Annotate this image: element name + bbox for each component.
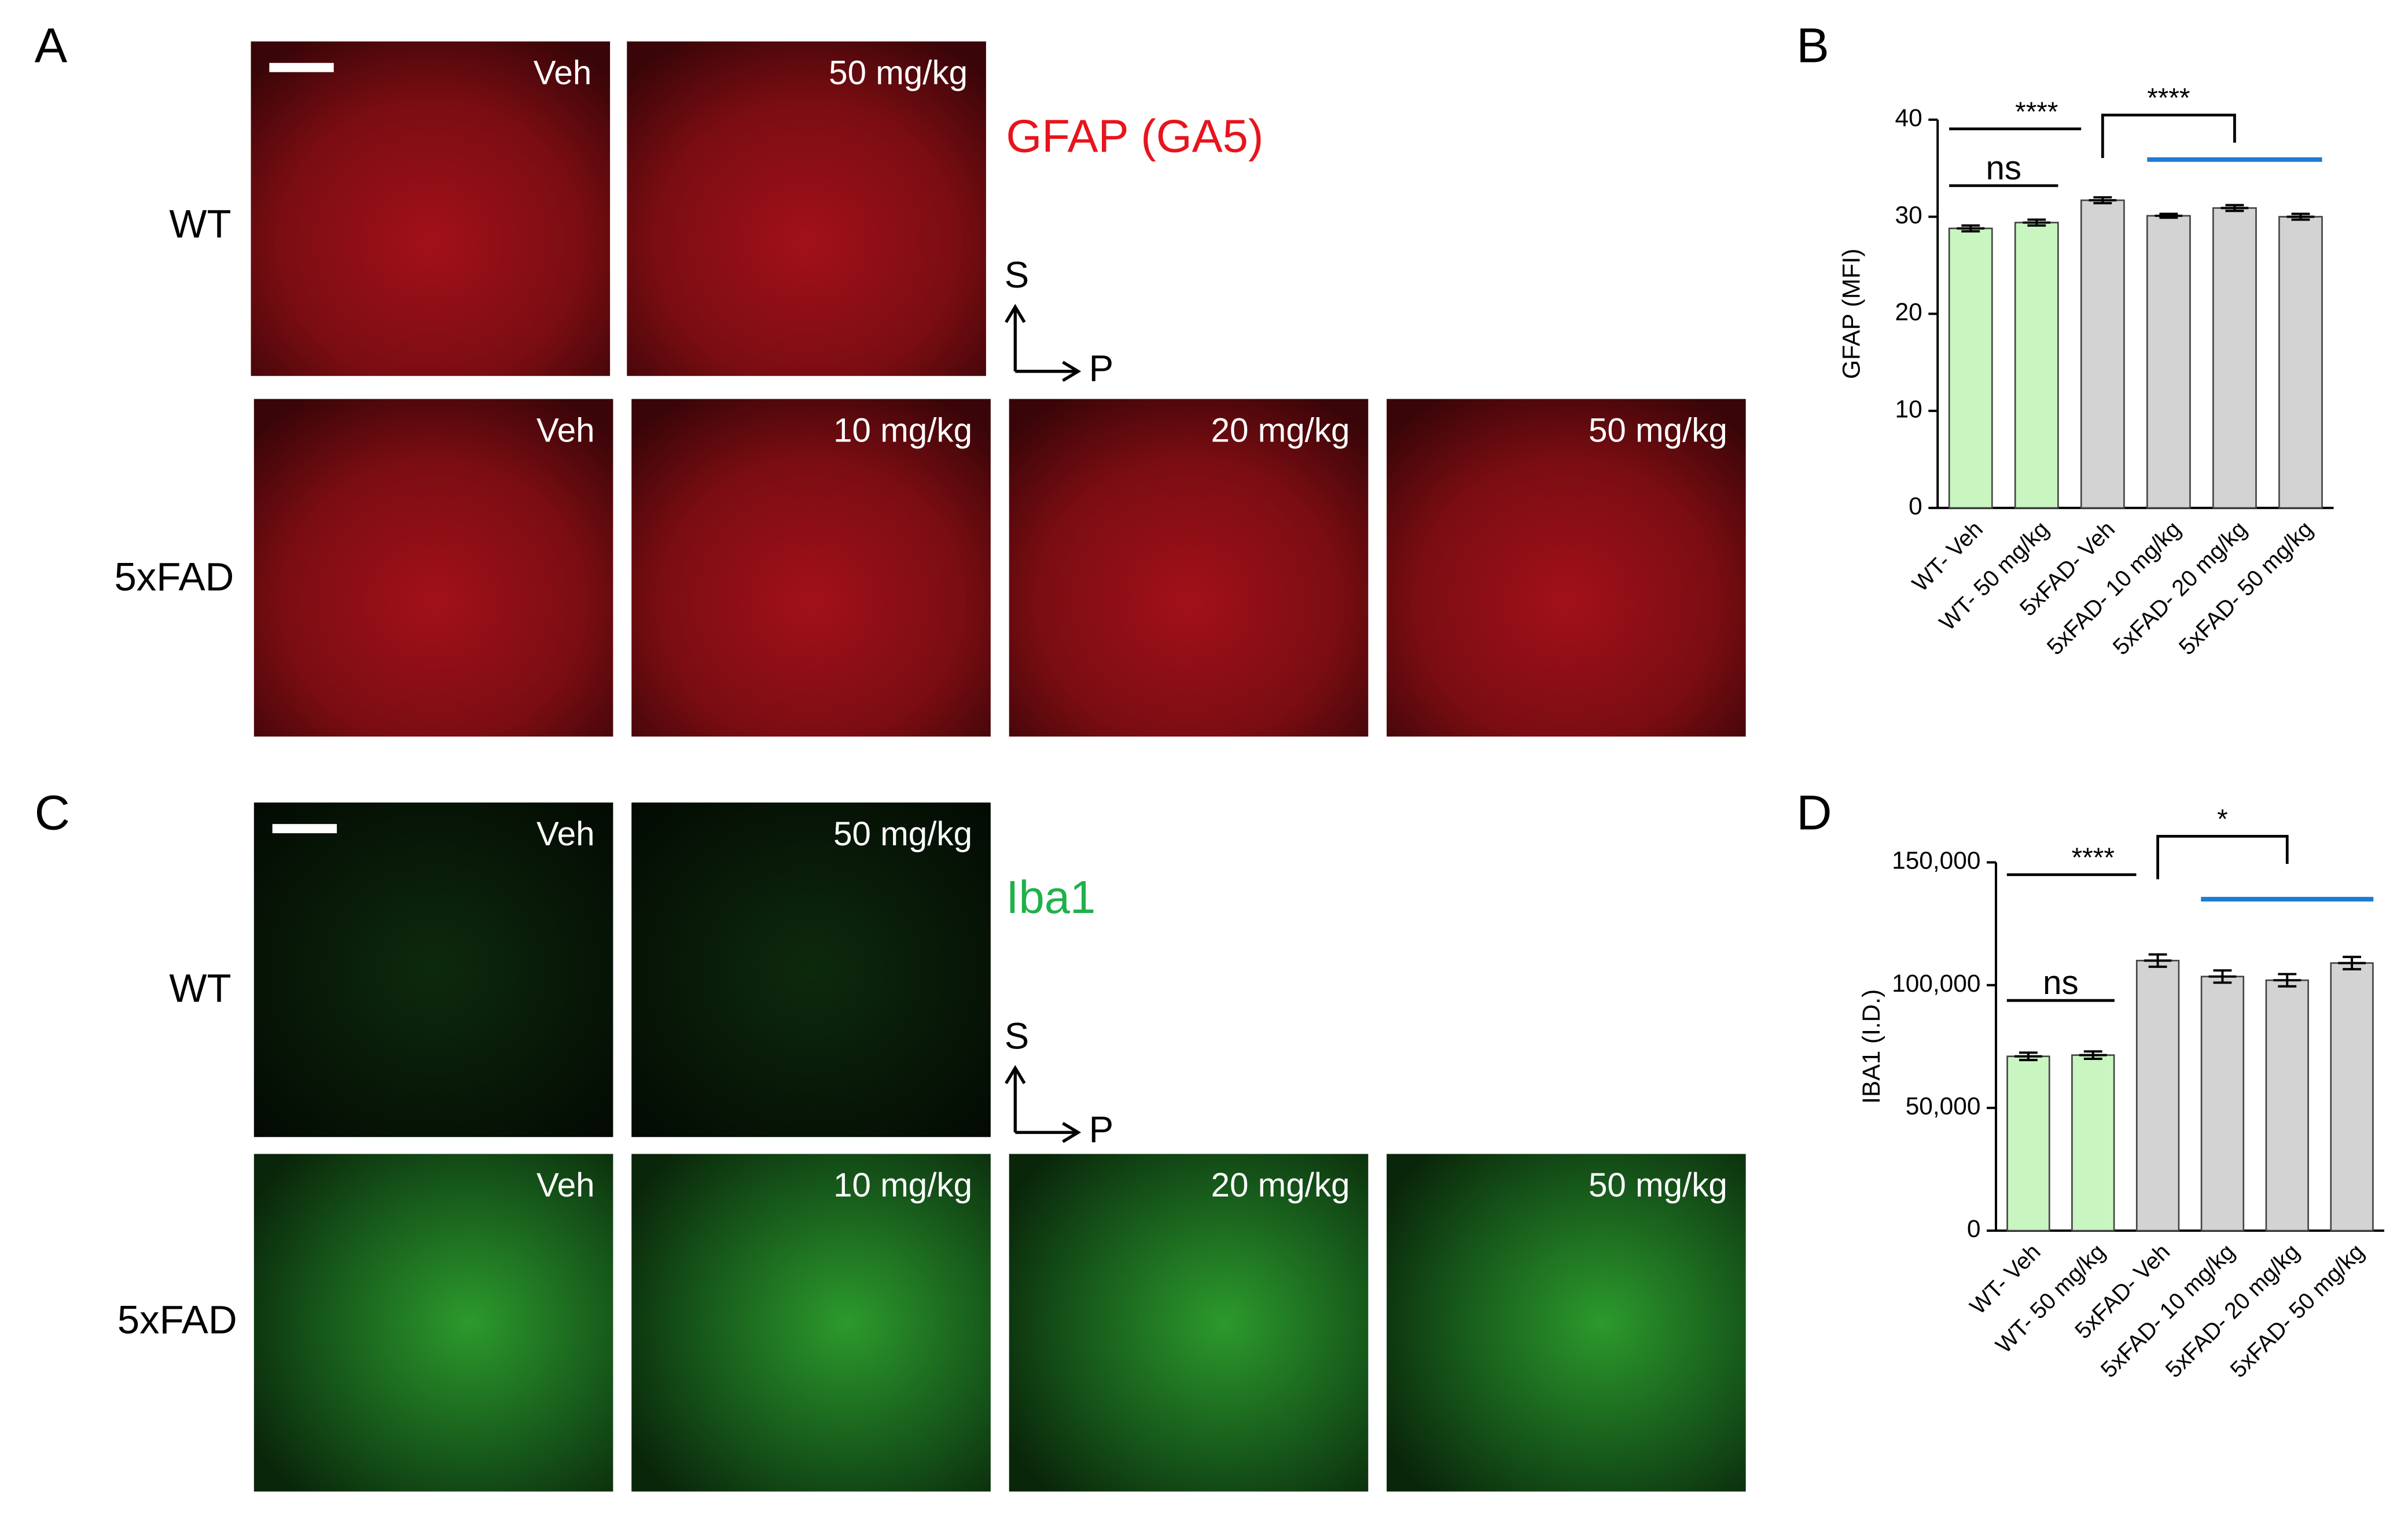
micrograph [253, 802, 613, 1137]
y-tick-label: 0 [1967, 1215, 1981, 1242]
stain-label: GFAP (GA5) [1006, 110, 1263, 161]
micrograph [631, 802, 991, 1137]
bar [2080, 199, 2125, 509]
y-axis-label: GFAP (MFI) [1838, 249, 1865, 379]
error-bar [1957, 224, 1985, 233]
row-label: 5xFAD [114, 555, 234, 599]
bar [2146, 215, 2191, 509]
orientation-label: P [1089, 1109, 1113, 1150]
stain-label: Iba1 [1006, 871, 1095, 923]
error-bar [2208, 969, 2237, 984]
row-label: WT [169, 966, 231, 1010]
error-bar [2079, 1050, 2107, 1060]
panel-letter: C [35, 785, 70, 840]
error-bar [2155, 212, 2183, 219]
orientation-label: S [1005, 255, 1029, 296]
y-tick-label: 100,000 [1892, 970, 1980, 997]
y-tick-label: 150,000 [1892, 847, 1980, 874]
bar [2278, 216, 2323, 509]
orientation-label: P [1089, 348, 1113, 389]
bar [2330, 962, 2374, 1232]
panel-letter: D [1796, 785, 1832, 840]
error-bar [2273, 973, 2302, 988]
image-label: 20 mg/kg [1211, 411, 1350, 449]
significance-bracket [2156, 835, 2289, 879]
error-bar [2338, 955, 2366, 971]
image-label: Veh [536, 411, 595, 449]
bar [2006, 1055, 2050, 1232]
error-bar [2144, 953, 2172, 968]
y-axis-label: IBA1 (I.D.) [1858, 989, 1885, 1104]
bar [2135, 959, 2180, 1232]
significance-label: * [2217, 804, 2228, 834]
image-label: Veh [536, 1166, 595, 1204]
image-label: 50 mg/kg [829, 54, 968, 91]
error-bar [2220, 204, 2249, 212]
bar [2200, 975, 2245, 1232]
y-tick-label: 20 [1895, 299, 1922, 326]
image-label: 10 mg/kg [833, 411, 972, 449]
y-tick-label: 0 [1909, 492, 1922, 520]
panel-letter: B [1796, 17, 1829, 72]
image-label: 50 mg/kg [1589, 411, 1727, 449]
micrograph [631, 399, 991, 737]
orientation-arrow [1005, 304, 1082, 382]
significance-label: **** [2072, 842, 2115, 873]
error-bar [2286, 212, 2315, 221]
panel-letter: A [35, 17, 68, 72]
image-label: Veh [534, 54, 592, 91]
error-bar [2014, 1051, 2042, 1062]
significance-label: **** [2015, 97, 2058, 127]
micrograph [253, 399, 613, 737]
scale-bar [269, 62, 334, 72]
bar [2265, 979, 2309, 1232]
image-label: 10 mg/kg [833, 1166, 972, 1204]
significance-label: ns [1986, 149, 2021, 187]
micrograph [253, 1154, 613, 1492]
bar [2071, 1054, 2115, 1232]
micrograph [631, 1154, 991, 1492]
y-tick-label: 10 [1895, 395, 1922, 422]
image-label: 50 mg/kg [1589, 1166, 1727, 1204]
significance-bracket [2101, 113, 2236, 159]
row-label: WT [169, 202, 231, 246]
y-tick-label: 30 [1895, 201, 1922, 229]
orientation-arrow [1005, 1065, 1082, 1143]
image-label: 20 mg/kg [1211, 1166, 1350, 1204]
bar [2212, 207, 2257, 509]
micrograph [1009, 399, 1369, 737]
significance-label: ns [2043, 964, 2079, 1002]
image-label: 50 mg/kg [833, 815, 972, 853]
micrograph [1387, 399, 1746, 737]
error-bar [2023, 218, 2051, 227]
error-bar [2089, 196, 2117, 205]
micrograph [1009, 1154, 1369, 1492]
y-tick-label: 50,000 [1906, 1092, 1981, 1120]
scale-bar [272, 824, 337, 834]
bar [1948, 227, 1993, 509]
significance-label: **** [2147, 83, 2190, 113]
row-label: 5xFAD [117, 1297, 237, 1342]
image-label: Veh [536, 815, 595, 853]
y-tick-label: 40 [1895, 104, 1922, 131]
micrograph [251, 41, 611, 376]
micrograph [627, 41, 986, 376]
orientation-label: S [1005, 1015, 1029, 1056]
micrograph [1387, 1154, 1746, 1492]
bar [2014, 222, 2059, 509]
